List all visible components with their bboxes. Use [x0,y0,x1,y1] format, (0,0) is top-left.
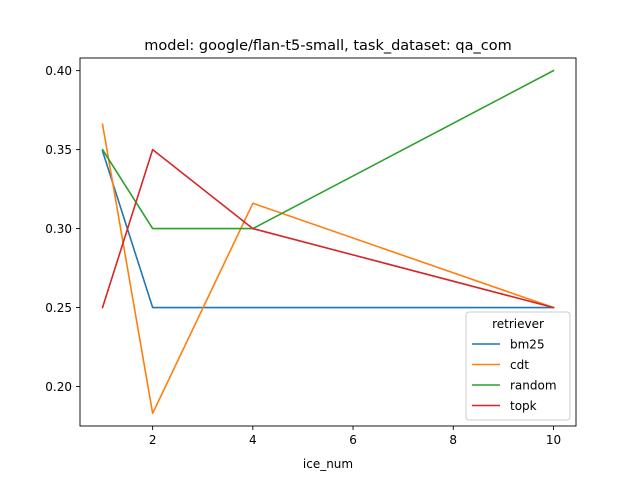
legend-label-topk: topk [510,399,537,413]
plot-area: 2 4 6 8 10 0.20 0.25 0.30 0.35 0.40 [45,57,577,447]
x-axis-label: ice_num [303,457,353,471]
legend-box [465,311,571,421]
legend-label-random: random [510,378,557,392]
series-line-topk [101,148,555,309]
y-tick-label: 0.25 [45,301,72,315]
x-tick-label: 8 [449,433,457,447]
y-tick-label: 0.20 [45,380,72,394]
y-tick-label: 0.30 [45,222,72,236]
legend-label-bm25: bm25 [510,337,545,351]
y-tick-label: 0.35 [45,143,72,157]
series-line-cdt [101,123,555,415]
legend: retriever bm25 cdt random topk [465,311,571,421]
y-tick-label: 0.40 [45,64,72,78]
axes-frame [79,57,577,427]
legend-title: retriever [492,317,544,331]
x-tick-label: 6 [349,433,357,447]
legend-label-cdt: cdt [510,358,529,372]
x-tick-label: 2 [149,433,157,447]
series-line-random [101,69,555,230]
x-tick-label: 10 [546,433,561,447]
chart-title: model: google/flan-t5-small, task_datase… [144,38,511,54]
x-tick-label: 4 [249,433,257,447]
